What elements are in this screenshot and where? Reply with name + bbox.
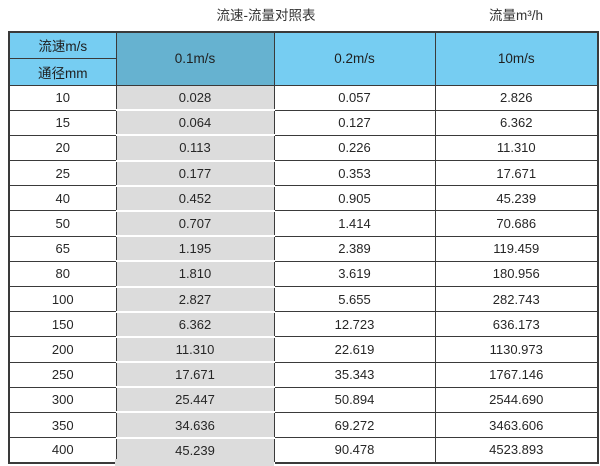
- table-row: 65 1.195 2.389 119.459: [8, 235, 599, 263]
- table-row: 10 0.028 0.057 2.826: [8, 84, 599, 112]
- value-cell: 22.619: [273, 336, 436, 363]
- value-cell: 1.414: [273, 210, 436, 237]
- diameter-cell: 80: [8, 260, 117, 288]
- value-cell: 2.827: [115, 285, 275, 313]
- flow-unit-label: 流量m³/h: [489, 8, 543, 23]
- diameter-cell: 15: [8, 109, 117, 136]
- diameter-cell: 50: [8, 210, 117, 237]
- header-column-0.2ms: 0.2m/s: [273, 31, 436, 86]
- value-cell: 4523.893: [434, 437, 599, 464]
- table-row: 100 2.827 5.655 282.743: [8, 285, 599, 313]
- table-row: 250 17.671 35.343 1767.146: [8, 361, 599, 389]
- table-row: 350 34.636 69.272 3463.606: [8, 411, 599, 439]
- diameter-cell: 150: [8, 311, 117, 338]
- value-cell: 0.707: [115, 210, 275, 238]
- value-cell: 3.619: [273, 260, 436, 288]
- value-cell: 0.226: [273, 134, 436, 162]
- value-cell: 45.239: [434, 185, 599, 212]
- table-row: 15 0.064 0.127 6.362: [8, 109, 599, 137]
- table-row: 25 0.177 0.353 17.671: [8, 160, 599, 187]
- header-diameter-label: 通径mm: [8, 57, 117, 86]
- value-cell: 119.459: [434, 235, 599, 262]
- value-cell: 11.310: [115, 336, 275, 364]
- value-cell: 2544.690: [434, 386, 599, 413]
- table-title: 流速-流量对照表: [216, 8, 316, 23]
- value-cell: 0.113: [115, 134, 275, 162]
- value-cell: 5.655: [273, 285, 436, 313]
- table-row: 80 1.810 3.619 180.956: [8, 260, 599, 288]
- value-cell: 17.671: [434, 160, 599, 187]
- value-cell: 34.636: [115, 411, 275, 439]
- header-row-top: 流速m/s 0.1m/s 0.2m/s 10m/s: [8, 31, 599, 86]
- diameter-cell: 250: [8, 361, 117, 388]
- table-row: 400 45.239 90.478 4523.893: [8, 437, 599, 464]
- diameter-cell: 10: [8, 84, 117, 111]
- value-cell: 1767.146: [434, 361, 599, 388]
- value-cell: 6.362: [434, 109, 599, 136]
- diameter-cell: 40: [8, 185, 117, 212]
- table-row: 20 0.113 0.226 11.310: [8, 134, 599, 162]
- header-row-bottom: 通径mm: [8, 57, 598, 86]
- value-cell: 17.671: [115, 361, 275, 389]
- value-cell: 636.173: [434, 311, 599, 338]
- flow-rate-table: 流速m/s 0.1m/s 0.2m/s 10m/s 通径mm 10 0.028 0.…: [8, 31, 599, 464]
- value-cell: 1130.973: [434, 336, 599, 363]
- diameter-cell: 300: [8, 386, 117, 413]
- diameter-cell: 25: [8, 160, 117, 187]
- value-cell: 90.478: [273, 437, 436, 464]
- value-cell: 70.686: [434, 210, 599, 237]
- value-cell: 2.389: [273, 235, 436, 262]
- value-cell: 12.723: [273, 311, 436, 338]
- value-cell: 0.177: [115, 160, 275, 187]
- diameter-cell: 350: [8, 411, 117, 439]
- value-cell: 35.343: [273, 361, 436, 388]
- value-cell: 0.028: [115, 84, 275, 112]
- diameter-cell: 65: [8, 235, 117, 262]
- value-cell: 0.452: [115, 185, 275, 212]
- value-cell: 180.956: [434, 260, 599, 288]
- value-cell: 2.826: [434, 84, 599, 111]
- diameter-cell: 100: [8, 285, 117, 313]
- value-cell: 69.272: [273, 411, 436, 439]
- table-row: 200 11.310 22.619 1130.973: [8, 336, 599, 364]
- value-cell: 0.353: [273, 160, 436, 187]
- value-cell: 1.810: [115, 260, 275, 288]
- value-cell: 50.894: [273, 386, 436, 413]
- highlight-column-tail: [115, 459, 274, 466]
- value-cell: 0.064: [115, 109, 275, 137]
- diameter-cell: 200: [8, 336, 117, 363]
- value-cell: 11.310: [434, 134, 599, 162]
- value-cell: 282.743: [434, 285, 599, 313]
- diameter-cell: 400: [8, 437, 117, 464]
- header-column-10ms: 10m/s: [434, 31, 599, 86]
- table-row: 300 25.447 50.894 2544.690: [8, 386, 599, 414]
- header-column-0.1ms: 0.1m/s: [115, 31, 275, 86]
- table-row: 50 0.707 1.414 70.686: [8, 210, 599, 238]
- value-cell: 25.447: [115, 386, 275, 414]
- table-row: 40 0.452 0.905 45.239: [8, 185, 599, 212]
- value-cell: 0.057: [273, 84, 436, 111]
- table-row: 150 6.362 12.723 636.173: [8, 311, 599, 338]
- value-cell: 3463.606: [434, 411, 599, 439]
- diameter-cell: 20: [8, 134, 117, 162]
- header-velocity-label: 流速m/s: [8, 31, 117, 59]
- value-cell: 1.195: [115, 235, 275, 263]
- value-cell: 0.127: [273, 109, 436, 136]
- value-cell: 0.905: [273, 185, 436, 212]
- value-cell: 6.362: [115, 311, 275, 338]
